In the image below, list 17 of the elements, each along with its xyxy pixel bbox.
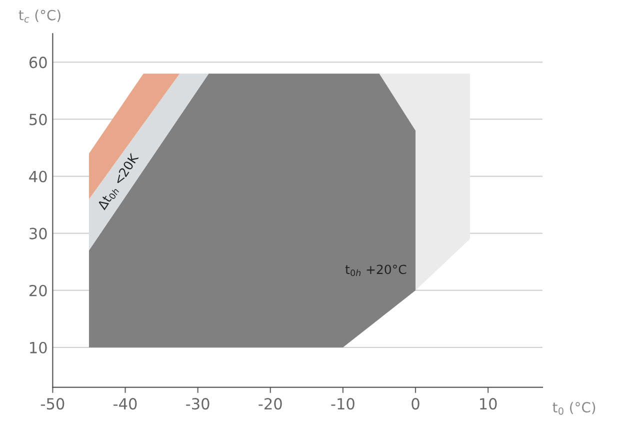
y-tick-label: 60 <box>29 56 47 68</box>
x-tick-label: -10 <box>331 398 354 410</box>
y-tick-label: 30 <box>30 228 47 240</box>
x-tick-label: 0 <box>412 398 420 410</box>
annotation: t$_{0h}$ +20°C <box>345 264 406 276</box>
y-tick-label: 50 <box>30 114 47 126</box>
x-tick-label: -20 <box>258 398 282 410</box>
x-axis-title: t$_{0}$ (°C) <box>552 402 596 415</box>
y-tick-label: 10 <box>30 342 47 354</box>
y-axis-title: t$_{c}$ (°C) <box>18 10 60 23</box>
y-tick-label: 20 <box>30 284 47 296</box>
annotation: Δt$_{0h}$ <20K <box>96 152 141 212</box>
y-tick-label: 40 <box>29 170 47 182</box>
x-tick-label: 10 <box>480 398 497 410</box>
x-tick-label: -50 <box>40 398 64 410</box>
x-tick-label: -40 <box>114 398 137 410</box>
x-tick-label: -30 <box>186 398 210 410</box>
